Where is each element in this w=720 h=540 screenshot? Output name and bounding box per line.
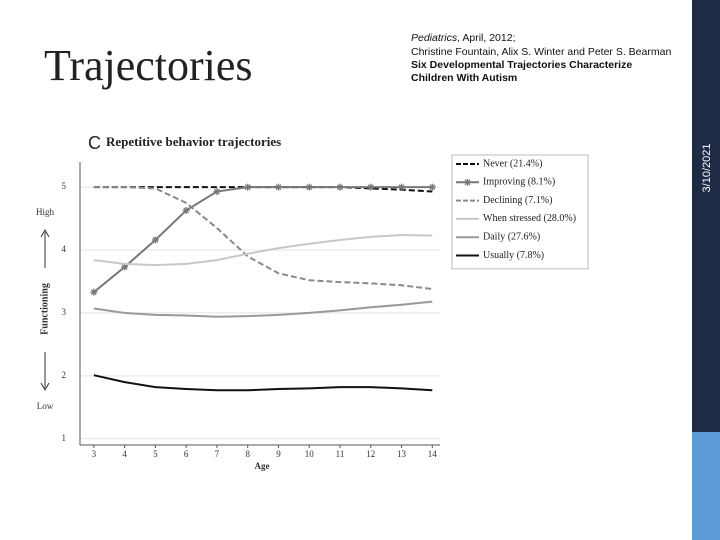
authors: Christine Fountain, Alix S. Winter and P… [411, 46, 671, 58]
marker [398, 183, 406, 191]
y-high-label: High [36, 207, 55, 217]
marker [464, 178, 471, 186]
y-tick-label: 5 [62, 181, 67, 191]
legend-label: Declining (7.1%) [483, 195, 552, 206]
x-tick-label: 11 [336, 449, 345, 459]
marker [305, 183, 313, 191]
direction-arrows [40, 228, 50, 392]
legend-label: When stressed (28.0%) [483, 213, 576, 224]
series-line [93, 374, 433, 392]
y-axis-label: Functioning [39, 283, 50, 335]
marker-stroke [367, 184, 374, 191]
marker [428, 183, 436, 191]
series-line [93, 186, 433, 291]
marker-stroke [275, 184, 282, 191]
marker [182, 206, 190, 214]
x-tick-label: 7 [215, 449, 220, 459]
legend-box [451, 154, 589, 270]
x-tick-label: 3 [92, 449, 97, 459]
x-tick-label: 5 [153, 449, 158, 459]
series-line [93, 186, 433, 193]
series-line [93, 300, 433, 318]
series-line [93, 233, 433, 267]
marker-stroke [244, 184, 251, 191]
citation-line: Pediatrics, April, 2012; [411, 32, 515, 44]
marker-stroke [337, 184, 343, 191]
marker [90, 288, 98, 296]
marker [151, 236, 159, 244]
marker-stroke [429, 184, 436, 191]
slide-date: 3/10/2021 [701, 144, 713, 193]
marker [213, 188, 221, 196]
marker-stroke [213, 188, 220, 195]
marker-stroke [121, 264, 128, 270]
slide-title: Trajectories [44, 41, 253, 90]
panel-letter: C [88, 133, 101, 153]
x-axis-label: Age [255, 461, 270, 471]
marker [336, 183, 344, 191]
issue: , April, 2012; [457, 32, 515, 44]
side-accent [692, 432, 720, 540]
article-title: Six Developmental Trajectories Character… [411, 59, 632, 71]
marker-stroke [90, 289, 97, 296]
marker-stroke [306, 184, 313, 191]
y-tick-label: 2 [62, 370, 67, 380]
legend-label: Never (21.4%) [483, 158, 542, 169]
legend-label: Daily (27.6%) [483, 231, 540, 242]
marker-stroke [152, 237, 159, 243]
y-tick-label: 3 [62, 307, 67, 317]
arrow-head [40, 228, 50, 238]
journal: Pediatrics [411, 32, 458, 44]
article-title: Children With Autism [411, 72, 517, 84]
series-line [93, 186, 433, 293]
y-tick-label: 1 [62, 433, 67, 443]
marker [274, 183, 282, 191]
citation: Pediatrics, April, 2012; Christine Fount… [411, 32, 671, 84]
x-tick-label: 10 [305, 449, 315, 459]
x-tick-label: 13 [397, 449, 407, 459]
arrow-head [40, 382, 50, 392]
marker [367, 183, 375, 191]
x-tick-label: 6 [184, 449, 189, 459]
marker [121, 263, 129, 271]
marker-stroke [398, 184, 405, 191]
chart-title: Repetitive behavior trajectories [106, 134, 281, 149]
x-tick-label: 8 [245, 449, 250, 459]
y-low-label: Low [37, 401, 54, 411]
marker-stroke [183, 207, 190, 214]
x-tick-label: 14 [428, 449, 438, 459]
x-tick-label: 4 [122, 449, 127, 459]
x-tick-label: 9 [276, 449, 281, 459]
legend-label: Usually (7.8%) [483, 250, 544, 261]
marker [244, 183, 252, 191]
x-tick-label: 12 [366, 449, 375, 459]
legend-label: Improving (8.1%) [483, 177, 555, 188]
marker-stroke [464, 179, 471, 186]
y-tick-label: 4 [62, 244, 67, 254]
